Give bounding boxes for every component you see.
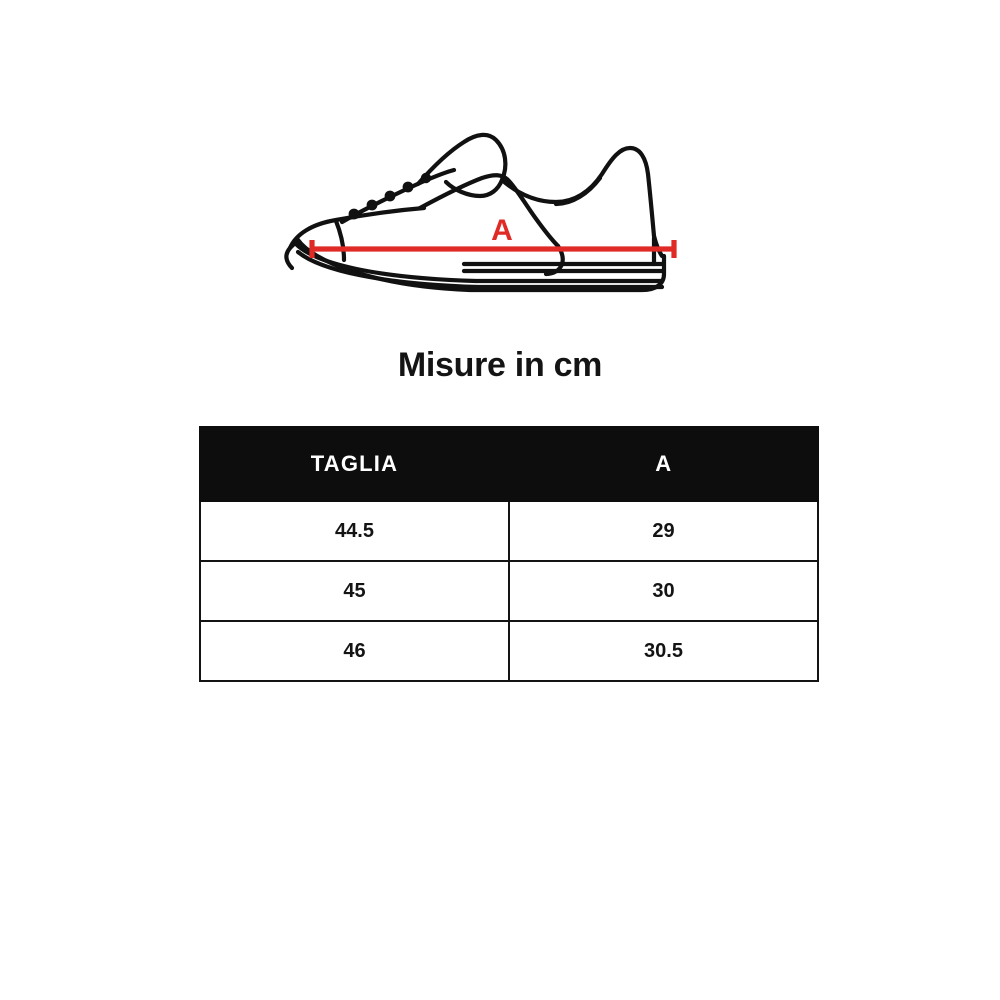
cell-size: 45 [199,560,510,622]
shoe-outline-group [284,132,667,293]
eyelet-icon [366,199,378,211]
sneaker-illustration: A [284,132,677,293]
table-row: 46 30.5 [199,620,819,682]
measure-label-a: A [491,214,513,247]
midsole-line-1 [293,241,665,284]
table-row: 45 30 [199,560,819,622]
table-row: 44.5 29 [199,500,819,562]
cell-measure-a: 30.5 [508,620,819,682]
cell-measure-a: 30 [508,560,819,622]
measurement-line-a [309,240,677,258]
quarter-panel-top [417,173,561,249]
table-header: TAGLIA A [199,426,819,502]
lace-eyelets-group [348,172,432,220]
collar-outline [499,145,657,239]
cell-measure-a: 29 [508,500,819,562]
table-header-row: TAGLIA A [199,426,819,502]
tongue-outline [415,132,508,199]
midsole-line-2 [295,249,665,290]
column-header-a: A [508,426,819,502]
eyelet-icon [402,181,414,193]
eyelet-icon [384,190,396,202]
heel-counter-inner [553,175,603,207]
shoe-diagram: A [0,0,1000,340]
eyelet-icon [420,172,432,184]
page-title: Misure in cm [397,346,603,384]
table-body: 44.5 29 45 30 46 30.5 [199,500,819,682]
toecap-seam [333,218,347,263]
cell-size: 44.5 [199,500,510,562]
eyelet-icon [348,208,360,220]
size-chart-table: TAGLIA A 44.5 29 45 30 46 30.5 [199,426,819,682]
column-header-taglia: TAGLIA [199,426,510,502]
cell-size: 46 [199,620,510,682]
